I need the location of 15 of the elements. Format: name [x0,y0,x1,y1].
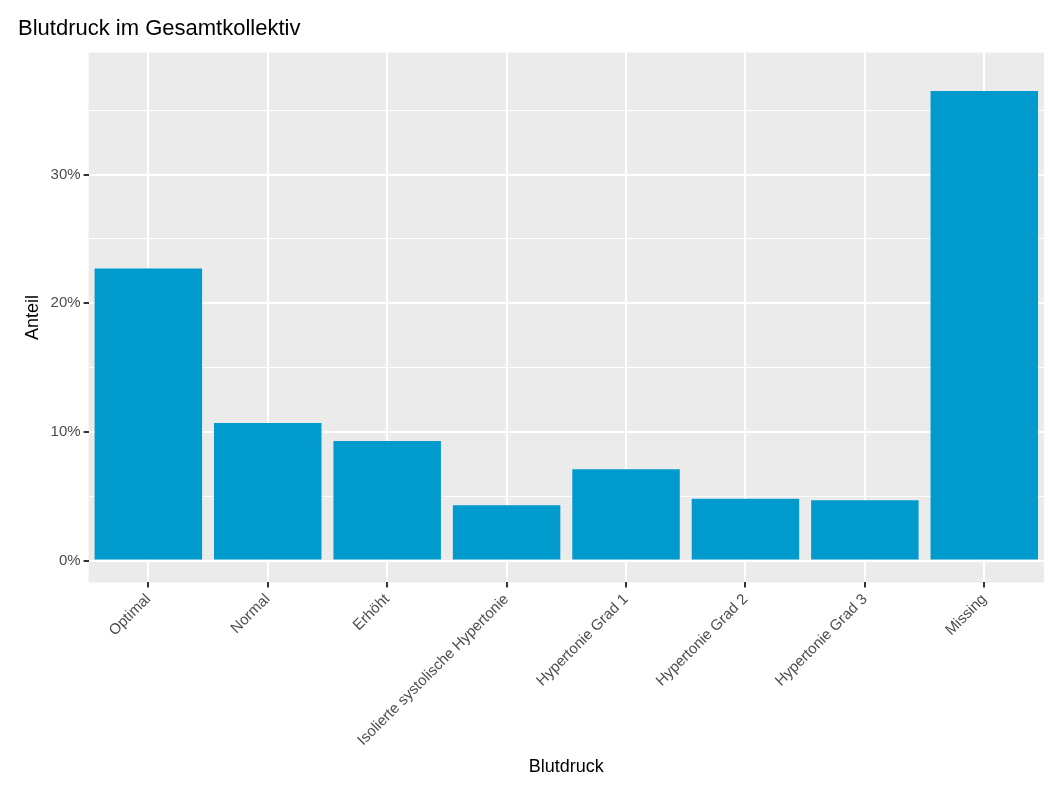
x-axis-title: Blutdruck [528,756,605,777]
bar [811,500,919,560]
bar [333,440,441,560]
bar [691,498,800,560]
bar [94,268,203,560]
y-tick-label: 30% [50,164,81,182]
bar [214,422,322,560]
y-tick-label: 20% [50,293,81,311]
y-axis-title: Anteil [21,294,42,340]
bar [930,91,1039,560]
bar [572,469,680,560]
y-tick-label: 10% [50,422,81,440]
chart-title: Blutdruck im Gesamtkollektiv [18,15,301,41]
y-tick-label: 0% [58,550,81,568]
bar [452,505,561,560]
